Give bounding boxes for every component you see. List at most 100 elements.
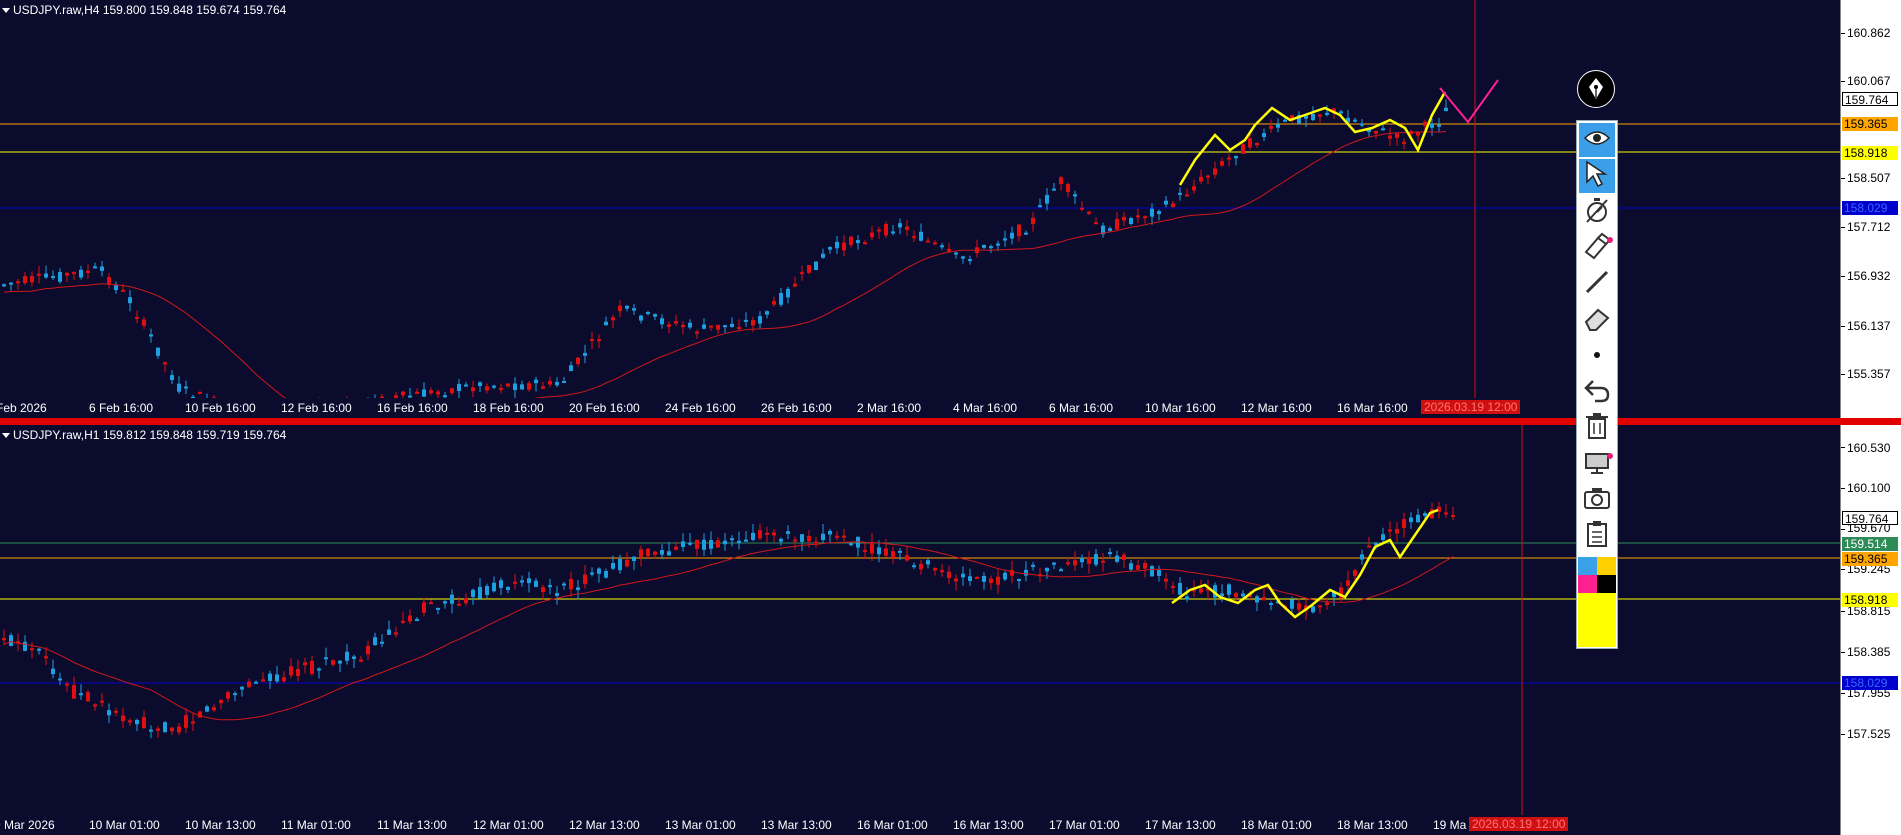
candle-body <box>422 389 426 397</box>
candle <box>632 556 636 571</box>
h1-plot-area[interactable]: USDJPY.raw,H1 159.812 159.848 159.719 15… <box>0 425 1840 815</box>
candle <box>338 660 342 673</box>
h4-price-label: 160.862 <box>1847 26 1891 40</box>
undo-button[interactable] <box>1579 375 1615 409</box>
candle <box>1031 212 1035 232</box>
candle-body <box>1255 596 1259 603</box>
candle <box>1402 512 1406 538</box>
clipboard-button[interactable] <box>1579 519 1615 553</box>
h4-time-axis[interactable]: Feb 2026 6 Feb 16:00 10 Feb 16:00 12 Feb… <box>0 398 1840 418</box>
candle-body <box>653 314 657 317</box>
candle-body <box>527 383 531 390</box>
candle <box>1241 143 1245 155</box>
h4-time-label: 16 Feb 16:00 <box>377 401 448 415</box>
candle-body <box>1409 517 1413 523</box>
screenshot-button[interactable] <box>1579 483 1615 517</box>
eraser-button[interactable] <box>1579 303 1615 337</box>
fountain-pen-logo-icon[interactable] <box>1577 70 1615 108</box>
drawing-toolbar[interactable] <box>1576 68 1618 651</box>
candle-body <box>485 585 489 596</box>
candle-body <box>639 549 643 557</box>
candle-body <box>492 385 496 388</box>
candle <box>660 314 664 329</box>
candle <box>639 545 643 567</box>
screen-record-button[interactable] <box>1579 447 1615 481</box>
h1-time-label: 17 Mar 01:00 <box>1049 818 1120 832</box>
brush-size-button[interactable] <box>1579 339 1615 373</box>
candle-body <box>121 289 125 292</box>
candle-body <box>394 632 398 635</box>
candle-body <box>702 324 706 329</box>
candle <box>443 391 447 398</box>
candle-body <box>849 543 853 546</box>
candle <box>436 607 440 615</box>
candle-body <box>716 540 720 548</box>
candle-body <box>1185 194 1189 197</box>
candle-body <box>44 273 48 278</box>
candle-body <box>527 578 531 584</box>
color-swatch-black[interactable] <box>1597 575 1616 593</box>
candle-body <box>1143 563 1147 569</box>
candle <box>912 230 916 243</box>
candle-body <box>268 673 272 681</box>
candle-body <box>1325 112 1329 115</box>
undo-icon <box>1583 377 1611 408</box>
candle-body <box>1199 588 1203 593</box>
candle-body <box>975 577 979 580</box>
collapse-triangle-icon[interactable] <box>2 8 10 14</box>
candle-body <box>912 236 916 239</box>
candle-body <box>72 685 76 699</box>
timer-button[interactable] <box>1579 195 1615 229</box>
candle-body <box>247 681 251 688</box>
collapse-triangle-icon[interactable] <box>2 433 10 439</box>
candle <box>828 528 832 544</box>
color-swatch-gold[interactable] <box>1597 557 1616 575</box>
candle-body <box>1052 562 1056 565</box>
line-tool-button[interactable] <box>1579 267 1615 301</box>
candle-body <box>1010 570 1014 576</box>
color-swatch-yellow[interactable] <box>1578 593 1616 647</box>
candle-body <box>1192 589 1196 592</box>
h1-time-axis[interactable]: 9 Mar 2026 10 Mar 01:00 10 Mar 13:00 11 … <box>0 815 1840 835</box>
candle <box>1227 153 1231 167</box>
candle-body <box>1024 232 1028 235</box>
candle <box>898 548 902 561</box>
candle-body <box>443 601 447 604</box>
candle <box>149 725 153 739</box>
candle-body <box>1003 572 1007 580</box>
candle <box>688 319 692 330</box>
candle-body <box>1297 115 1301 124</box>
candle <box>436 389 440 398</box>
h1-time-label: 12 Mar 13:00 <box>569 818 640 832</box>
h1-price-axis[interactable]: 160.530 160.100 159.670 159.245 158.815 … <box>1840 425 1901 835</box>
h4-price-axis[interactable]: 160.862 160.067 158.507 157.712 156.932 … <box>1840 0 1901 418</box>
clear-all-button[interactable] <box>1579 411 1615 445</box>
candle <box>828 246 832 254</box>
candle-body <box>198 391 202 394</box>
trash-icon <box>1585 412 1609 445</box>
candle-body <box>471 387 475 392</box>
candle-body <box>667 551 671 556</box>
color-swatch-blue[interactable] <box>1578 557 1597 575</box>
select-cursor-button[interactable] <box>1579 159 1615 193</box>
candle <box>709 531 713 555</box>
candle <box>149 328 153 343</box>
candle <box>611 314 615 329</box>
highlighter-button[interactable] <box>1579 231 1615 265</box>
color-swatch-pink[interactable] <box>1578 575 1597 593</box>
candle <box>604 316 608 326</box>
candle <box>1031 561 1035 571</box>
candle <box>9 632 13 647</box>
candle <box>422 382 426 397</box>
candle <box>415 388 419 395</box>
candle <box>751 523 755 542</box>
candle-body <box>240 686 244 690</box>
toggle-visibility-button[interactable] <box>1579 123 1615 157</box>
h4-time-label: 16 Mar 16:00 <box>1337 401 1408 415</box>
h4-plot-area[interactable]: USDJPY.raw,H4 159.800 159.848 159.674 15… <box>0 0 1840 398</box>
candle-body <box>198 711 202 718</box>
candle-body <box>1059 569 1063 572</box>
pane-separator[interactable] <box>0 418 1901 425</box>
candle-body <box>436 607 440 610</box>
candle <box>23 635 27 652</box>
